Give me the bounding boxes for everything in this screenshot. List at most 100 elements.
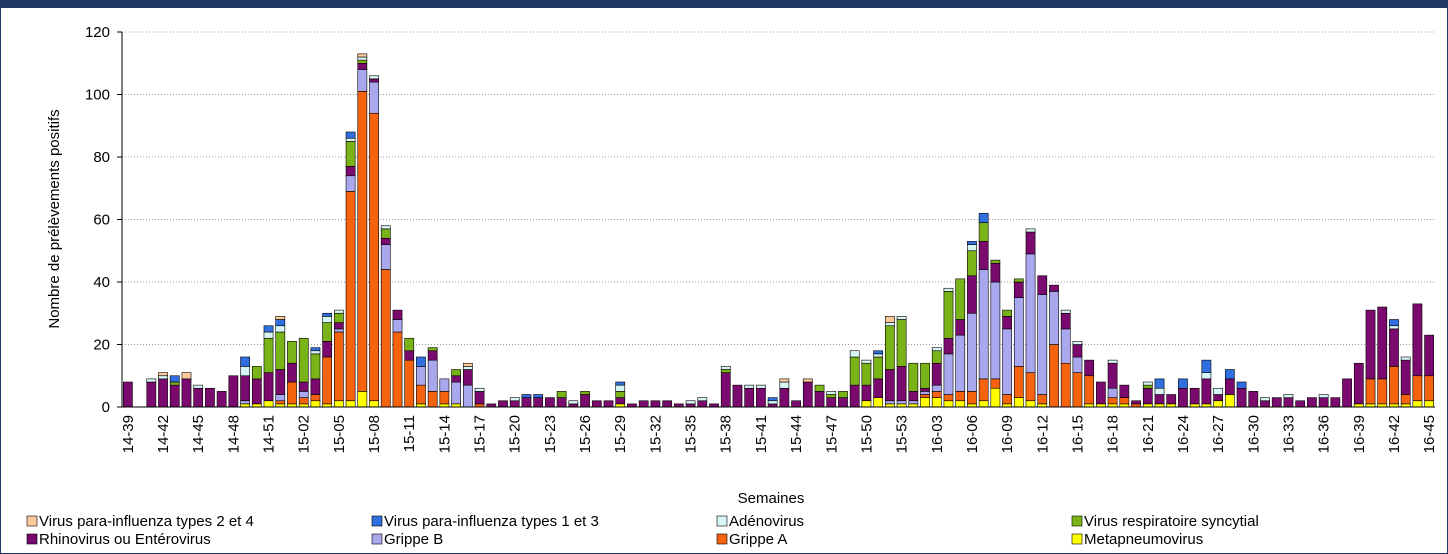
- bar-segment: [357, 53, 368, 58]
- x-tick-label: 15-20: [507, 415, 524, 453]
- bar-segment: [1248, 391, 1259, 408]
- bar-segment: [1213, 387, 1223, 395]
- bar-segment: [1119, 397, 1130, 405]
- y-tick-label: 40: [93, 274, 110, 291]
- bar-segment: [334, 309, 344, 314]
- bar-segment: [767, 397, 778, 402]
- bar-segment: [251, 378, 262, 405]
- bar-segment: [1424, 334, 1435, 377]
- bar-segment: [1060, 328, 1071, 364]
- bar-segment: [779, 378, 790, 383]
- bar-segment: [1389, 319, 1399, 327]
- bar-segment: [545, 397, 555, 408]
- bar-segment: [638, 400, 649, 408]
- x-tick-label: 16-33: [1280, 415, 1297, 453]
- bar-segment: [838, 397, 848, 408]
- bar-segment: [955, 400, 966, 408]
- bar-segment: [1377, 378, 1388, 405]
- x-tick-label: 15-17: [472, 415, 489, 453]
- bar-segment: [275, 331, 286, 370]
- bar-segment: [498, 400, 508, 408]
- x-tick-label: 16-15: [1069, 415, 1086, 453]
- bar-segment: [509, 397, 520, 402]
- bar-segment: [908, 400, 919, 405]
- bar-segment: [181, 378, 192, 408]
- x-tick-label: 15-32: [647, 415, 664, 453]
- bar-segment: [275, 369, 286, 395]
- bar-segment: [920, 394, 930, 398]
- bar-segment: [955, 391, 966, 402]
- bar-segment: [884, 400, 895, 405]
- bar-segment: [1260, 397, 1270, 402]
- bar-segment: [1189, 387, 1200, 405]
- bar-segment: [908, 362, 919, 392]
- bar-segment: [884, 316, 895, 323]
- bar-segment: [474, 387, 485, 392]
- bar-segment: [392, 331, 403, 408]
- bar-segment: [1365, 309, 1376, 380]
- bar-segment: [779, 381, 790, 389]
- bar-segment: [1400, 359, 1411, 395]
- bar-segment: [158, 375, 168, 380]
- legend-label: Rhinovirus ou Entérovirus: [39, 531, 211, 548]
- bar-segment: [1131, 400, 1141, 405]
- bar-segment: [263, 400, 274, 408]
- legend-swatch: [26, 515, 38, 527]
- x-axis-label: Semaines: [738, 490, 805, 507]
- bar-segment: [193, 387, 204, 408]
- bar-segment: [1377, 306, 1388, 380]
- bar-segment: [122, 381, 133, 408]
- bar-segment: [1389, 366, 1399, 405]
- bar-segment: [462, 366, 473, 370]
- y-tick-label: 80: [93, 149, 110, 166]
- bar-segment: [275, 325, 286, 333]
- bar-segment: [943, 394, 954, 402]
- bar-segment: [380, 269, 391, 408]
- bar-segment: [967, 250, 977, 277]
- bar-segment: [1236, 387, 1247, 408]
- bar-segment: [275, 319, 286, 327]
- legend-label: Virus respiratoire syncytial: [1084, 513, 1259, 530]
- bar-segment: [1213, 400, 1223, 408]
- bar-segment: [474, 391, 485, 405]
- bar-segment: [662, 400, 673, 408]
- bar-segment: [334, 328, 344, 333]
- bar-segment: [310, 394, 321, 402]
- bar-segment: [240, 366, 250, 377]
- bar-segment: [720, 366, 731, 370]
- bar-segment: [873, 397, 884, 408]
- bar-segment: [744, 384, 755, 389]
- bar-segment: [967, 391, 977, 405]
- bar-segment: [380, 228, 391, 239]
- bar-segment: [1213, 394, 1223, 402]
- bar-segment: [943, 287, 954, 292]
- x-tick-label: 15-53: [894, 415, 911, 453]
- bar-segment: [509, 400, 520, 408]
- bar-segment: [756, 387, 766, 408]
- bar-segment: [978, 212, 989, 223]
- bar-segment: [1178, 387, 1188, 408]
- bar-segment: [1154, 394, 1165, 405]
- bar-segment: [744, 387, 755, 408]
- bar-segment: [1201, 372, 1212, 380]
- bar-segment: [685, 400, 696, 405]
- bar-segment: [1119, 384, 1130, 398]
- bar-segment: [357, 391, 368, 408]
- bar-segment: [369, 400, 379, 408]
- bar-segment: [404, 337, 415, 352]
- bar-segment: [357, 91, 368, 392]
- y-axis-label: Nombre de prélèvements positifs: [46, 109, 63, 328]
- x-tick-label: 16-42: [1386, 415, 1403, 453]
- bar-segment: [1037, 275, 1048, 295]
- bar-segment: [310, 353, 321, 380]
- bar-segment: [1283, 397, 1294, 408]
- bar-segment: [334, 331, 344, 402]
- legend-swatch: [716, 533, 728, 545]
- bar-segment: [322, 312, 333, 317]
- bar-segment: [861, 400, 872, 408]
- bar-segment: [216, 391, 227, 408]
- bar-segment: [392, 309, 403, 320]
- bar-segment: [1049, 284, 1059, 292]
- legend-label: Virus para-influenza types 1 et 3: [384, 513, 599, 530]
